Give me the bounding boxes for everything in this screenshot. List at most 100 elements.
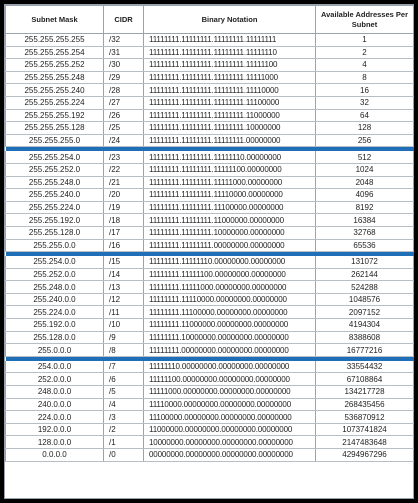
cell-cidr: /29	[103, 71, 144, 85]
cell-cidr: /14	[103, 268, 144, 282]
cell-subnet-mask: 255.224.0.0	[5, 305, 104, 320]
cell-subnet-mask: 255.255.192.0	[5, 213, 104, 227]
cell-available-addresses: 67108864	[315, 372, 414, 387]
cell-binary-notation: 11000000.00000000.00000000.00000000	[143, 423, 316, 437]
cell-subnet-mask: 255.255.255.0	[5, 134, 104, 148]
table-row: 248.0.0.0/5 11111000.00000000.00000000.00…	[5, 385, 414, 399]
cell-available-addresses: 1024	[315, 163, 414, 177]
group-separator	[5, 251, 414, 257]
cell-subnet-mask: 255.255.255.255	[5, 33, 104, 47]
cell-binary-notation: 11111111.11111110.00000000.00000000	[143, 256, 316, 269]
cell-subnet-mask: 255.255.255.224	[5, 96, 104, 110]
cell-binary-notation: 11111111.11110000.00000000.00000000	[143, 293, 316, 307]
cell-available-addresses: 268435456	[315, 398, 414, 412]
cell-subnet-mask: 248.0.0.0	[5, 385, 104, 399]
cell-cidr: /15	[103, 256, 144, 269]
cell-binary-notation: 11111110.00000000.00000000.00000000	[143, 360, 316, 374]
cell-available-addresses: 65536	[315, 239, 414, 253]
cell-available-addresses: 1073741824	[315, 423, 414, 437]
cell-subnet-mask: 255.255.128.0	[5, 226, 104, 240]
cell-binary-notation: 11111111.11111111.11111111.11111111	[143, 33, 316, 47]
header-available-addresses: Available Addresses Per Subnet	[315, 5, 414, 34]
cell-cidr: /16	[103, 239, 144, 253]
cell-available-addresses: 32768	[315, 226, 414, 240]
cell-available-addresses: 2048	[315, 176, 414, 190]
cell-cidr: /24	[103, 134, 144, 148]
cell-cidr: /22	[103, 163, 144, 177]
cell-cidr: /1	[103, 435, 144, 449]
table-row: 0.0.0.0/0 00000000.00000000.00000000.0000…	[5, 448, 414, 462]
cell-subnet-mask: 255.192.0.0	[5, 318, 104, 332]
cell-subnet-mask: 255.255.255.128	[5, 121, 104, 135]
cell-cidr: /13	[103, 280, 144, 294]
cell-cidr: /12	[103, 293, 144, 307]
table-row: 224.0.0.0/3 11100000.00000000.00000000.00…	[5, 410, 414, 424]
cell-subnet-mask: 255.128.0.0	[5, 331, 104, 345]
cell-cidr: /26	[103, 109, 144, 123]
cell-available-addresses: 2	[315, 46, 414, 60]
cell-cidr: /19	[103, 201, 144, 215]
cell-cidr: /4	[103, 398, 144, 412]
cell-subnet-mask: 255.0.0.0	[5, 343, 104, 357]
cell-binary-notation: 11111111.11111111.11111110.00000000	[143, 151, 316, 164]
cell-available-addresses: 8388608	[315, 331, 414, 345]
group-separator	[5, 146, 414, 152]
cell-binary-notation: 11111111.11111100.00000000.00000000	[143, 268, 316, 282]
cell-subnet-mask: 255.255.240.0	[5, 188, 104, 202]
cell-available-addresses: 32	[315, 96, 414, 110]
cell-subnet-mask: 254.0.0.0	[5, 360, 104, 374]
table-row: 255.255.192.0/18 11111111.11111111.110000…	[5, 213, 414, 227]
cell-available-addresses: 524288	[315, 280, 414, 294]
cell-available-addresses: 1	[315, 33, 414, 47]
cell-available-addresses: 8	[315, 71, 414, 85]
table-row: 192.0.0.0/2 11000000.00000000.00000000.00…	[5, 423, 414, 437]
cell-subnet-mask: 224.0.0.0	[5, 410, 104, 424]
header-binary-notation: Binary Notation	[143, 5, 316, 34]
table-row: 240.0.0.0/4 11110000.00000000.00000000.00…	[5, 398, 414, 412]
cell-binary-notation: 11111111.10000000.00000000.00000000	[143, 331, 316, 345]
cell-binary-notation: 11111111.11111111.10000000.00000000	[143, 226, 316, 240]
cell-cidr: /21	[103, 176, 144, 190]
table-row: 255.255.255.248/29 11111111.11111111.1111…	[5, 71, 414, 85]
cell-available-addresses: 134217728	[315, 385, 414, 399]
table-row: 255.0.0.0/8 11111111.00000000.00000000.00…	[5, 343, 414, 357]
table-row: 255.128.0.0/9 11111111.10000000.00000000.…	[5, 331, 414, 345]
cell-available-addresses: 2097152	[315, 305, 414, 320]
table-row: 255.255.255.254/31 11111111.11111111.1111…	[5, 46, 414, 60]
cell-binary-notation: 11110000.00000000.00000000.00000000	[143, 398, 316, 412]
cell-cidr: /17	[103, 226, 144, 240]
cell-cidr: /2	[103, 423, 144, 437]
cell-cidr: /23	[103, 151, 144, 164]
table-row: 255.255.255.255/32 11111111.11111111.1111…	[5, 33, 414, 47]
cell-available-addresses: 512	[315, 151, 414, 164]
cell-available-addresses: 4	[315, 58, 414, 72]
cell-binary-notation: 11111111.11111111.11111111.11110000	[143, 83, 316, 97]
table-row: 255.255.255.224/27 11111111.11111111.1111…	[5, 96, 414, 110]
table-row: 255.255.0.0/16 11111111.11111111.00000000…	[5, 239, 414, 253]
table-row: 255.255.224.0/19 11111111.11111111.111000…	[5, 201, 414, 215]
table-row: 255.255.255.240/28 11111111.11111111.1111…	[5, 83, 414, 97]
table-row: 252.0.0.0/6 11111100.00000000.00000000.00…	[5, 372, 414, 387]
cell-cidr: /0	[103, 448, 144, 462]
cell-cidr: /5	[103, 385, 144, 399]
table-row: 128.0.0.0/1 10000000.00000000.00000000.00…	[5, 435, 414, 449]
cell-available-addresses: 536870912	[315, 410, 414, 424]
cell-cidr: /31	[103, 46, 144, 60]
cell-cidr: /10	[103, 318, 144, 332]
cell-subnet-mask: 128.0.0.0	[5, 435, 104, 449]
cell-binary-notation: 11111111.11111111.11111111.00000000	[143, 134, 316, 148]
header-row: Subnet Mask CIDR Binary Notation Availab…	[5, 5, 414, 34]
cell-available-addresses: 64	[315, 109, 414, 123]
table-row: 255.240.0.0/12 11111111.11110000.00000000…	[5, 293, 414, 307]
cell-cidr: /18	[103, 213, 144, 227]
cell-cidr: /7	[103, 360, 144, 374]
cell-binary-notation: 11111111.11111111.11111111.11111000	[143, 71, 316, 85]
cell-subnet-mask: 255.255.252.0	[5, 163, 104, 177]
cell-binary-notation: 11111111.11111111.00000000.00000000	[143, 239, 316, 253]
cell-binary-notation: 11111111.11111111.11111111.10000000	[143, 121, 316, 135]
table-row: 255.255.255.0/24 11111111.11111111.111111…	[5, 134, 414, 148]
separator-bar	[5, 356, 414, 361]
cell-cidr: /8	[103, 343, 144, 357]
table-row: 255.255.255.252/30 11111111.11111111.1111…	[5, 58, 414, 72]
table-row: 255.254.0.0/15 11111111.11111110.00000000…	[5, 256, 414, 269]
